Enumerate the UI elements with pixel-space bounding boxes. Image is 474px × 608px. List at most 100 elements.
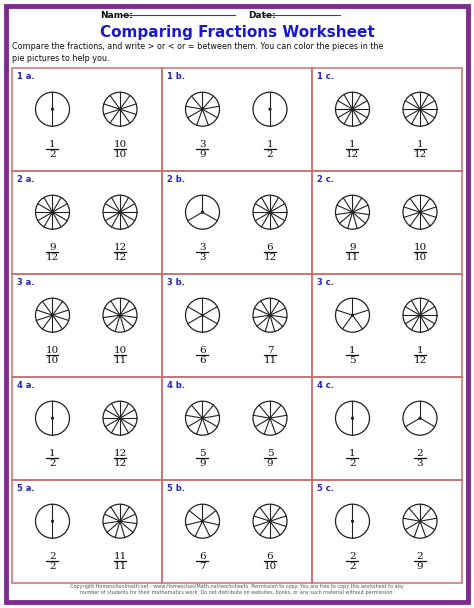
Text: 12: 12 [113, 449, 127, 458]
Circle shape [119, 417, 121, 419]
Bar [12, 377, 162, 480]
Circle shape [336, 195, 370, 229]
Bar [162, 274, 312, 377]
Text: 2: 2 [417, 552, 423, 561]
Text: 3: 3 [199, 253, 206, 262]
Bar [312, 377, 462, 480]
Text: 1: 1 [349, 346, 356, 355]
Text: 11: 11 [346, 253, 359, 262]
Text: 1 a.: 1 a. [17, 72, 35, 81]
Text: 12: 12 [346, 150, 359, 159]
Text: 3: 3 [199, 140, 206, 149]
Circle shape [119, 520, 121, 522]
Circle shape [403, 92, 437, 126]
Text: 4 a.: 4 a. [17, 381, 35, 390]
Circle shape [253, 92, 287, 126]
Circle shape [119, 212, 121, 213]
Bar [12, 171, 162, 274]
Circle shape [185, 401, 219, 435]
Circle shape [185, 92, 219, 126]
Text: 6: 6 [199, 346, 206, 355]
Text: 3: 3 [417, 459, 423, 468]
Text: 3 a.: 3 a. [17, 278, 35, 287]
Circle shape [352, 314, 354, 316]
Bar [162, 68, 312, 171]
Circle shape [269, 314, 271, 316]
Circle shape [269, 108, 271, 110]
Text: 7: 7 [267, 346, 273, 355]
Text: 3 b.: 3 b. [167, 278, 185, 287]
Circle shape [253, 504, 287, 538]
Circle shape [336, 298, 370, 332]
Text: 6: 6 [199, 356, 206, 365]
Circle shape [36, 298, 70, 332]
Text: 9: 9 [417, 562, 423, 571]
Circle shape [336, 401, 370, 435]
Text: Copyright Homeschoolmath.net - www.HomeschoolMath.net/worksheets. Permission to : Copyright Homeschoolmath.net - www.Homes… [70, 584, 404, 595]
Text: 10: 10 [113, 140, 127, 149]
Circle shape [52, 212, 54, 213]
Text: 9: 9 [199, 150, 206, 159]
Circle shape [403, 195, 437, 229]
Text: 12: 12 [113, 459, 127, 468]
Circle shape [103, 401, 137, 435]
Text: 1: 1 [349, 140, 356, 149]
Text: 2 b.: 2 b. [167, 175, 185, 184]
Text: 1: 1 [267, 140, 273, 149]
Text: 1 b.: 1 b. [167, 72, 185, 81]
Text: 4 c.: 4 c. [317, 381, 334, 390]
Text: 5: 5 [199, 449, 206, 458]
Circle shape [352, 212, 354, 213]
Text: 5 a.: 5 a. [17, 484, 35, 493]
Text: 2: 2 [49, 552, 56, 561]
Text: 5 b.: 5 b. [167, 484, 185, 493]
Circle shape [201, 108, 203, 110]
Text: 12: 12 [46, 253, 59, 262]
Circle shape [419, 314, 421, 316]
Circle shape [119, 108, 121, 110]
Circle shape [336, 504, 370, 538]
Text: 9: 9 [267, 459, 273, 468]
Circle shape [201, 417, 203, 419]
Circle shape [52, 520, 54, 522]
Text: 5: 5 [267, 449, 273, 458]
Text: 1: 1 [349, 449, 356, 458]
Circle shape [352, 417, 354, 419]
Bar [162, 480, 312, 583]
Text: 2: 2 [349, 562, 356, 571]
Bar [312, 274, 462, 377]
Circle shape [185, 195, 219, 229]
Text: 10: 10 [113, 346, 127, 355]
Circle shape [403, 504, 437, 538]
Text: 2: 2 [49, 150, 56, 159]
Bar [312, 68, 462, 171]
Text: 6: 6 [267, 243, 273, 252]
Text: Compare the fractions, and write > or < or = between them. You can color the pie: Compare the fractions, and write > or < … [12, 42, 383, 63]
Text: 10: 10 [46, 356, 59, 365]
Text: 2: 2 [349, 552, 356, 561]
Circle shape [36, 401, 70, 435]
Circle shape [336, 92, 370, 126]
Circle shape [201, 314, 203, 316]
Text: 6: 6 [267, 552, 273, 561]
Text: Name:: Name: [100, 11, 133, 20]
Circle shape [269, 417, 271, 419]
Circle shape [52, 314, 54, 316]
Circle shape [253, 195, 287, 229]
Text: 9: 9 [49, 243, 56, 252]
Circle shape [253, 401, 287, 435]
Circle shape [201, 520, 203, 522]
Text: 1: 1 [417, 140, 423, 149]
Circle shape [201, 212, 203, 213]
Circle shape [185, 298, 219, 332]
Circle shape [103, 92, 137, 126]
Text: 12: 12 [264, 253, 277, 262]
Text: 12: 12 [413, 356, 427, 365]
Text: 12: 12 [113, 253, 127, 262]
Circle shape [403, 401, 437, 435]
Text: 10: 10 [413, 253, 427, 262]
Circle shape [52, 108, 54, 110]
Circle shape [419, 417, 421, 419]
Text: 2 a.: 2 a. [17, 175, 35, 184]
Circle shape [419, 108, 421, 110]
